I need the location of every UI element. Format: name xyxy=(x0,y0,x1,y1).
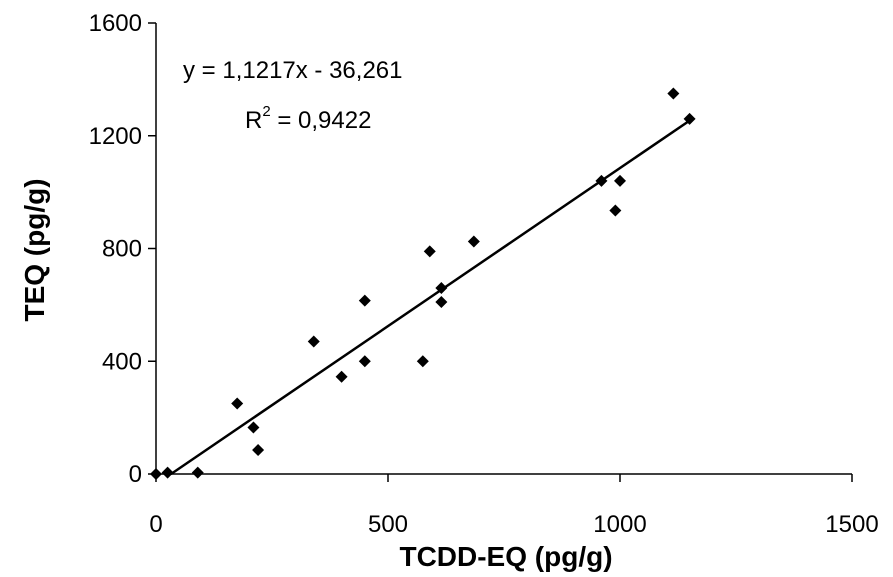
data-point-diamond xyxy=(358,294,371,307)
r-squared-label: R2 = 0,9422 xyxy=(245,103,371,134)
trendline xyxy=(170,119,691,476)
data-points xyxy=(150,87,696,480)
y-axis-title: TEQ (pg/g) xyxy=(19,178,50,321)
data-point-diamond xyxy=(683,112,696,125)
data-point-diamond xyxy=(467,235,480,248)
data-point-diamond xyxy=(667,87,680,100)
data-point-diamond xyxy=(247,421,260,434)
data-point-diamond xyxy=(416,355,429,368)
data-point-diamond xyxy=(435,296,448,309)
data-point-diamond xyxy=(358,355,371,368)
trendline-group xyxy=(170,119,691,476)
r-squared-value: = 0,9422 xyxy=(271,107,372,134)
data-point-diamond xyxy=(609,204,622,217)
data-point-diamond xyxy=(191,466,204,479)
y-ticks: 0 400 800 1200 1600 xyxy=(89,10,156,488)
data-point-diamond xyxy=(614,174,626,187)
equation-label: y = 1,1217x - 36,261 xyxy=(183,57,403,84)
x-tick-label: 1000 xyxy=(593,511,646,538)
x-ticks: 0 500 1000 1500 xyxy=(149,474,879,538)
y-tick-label: 400 xyxy=(102,348,142,375)
y-tick-label: 800 xyxy=(102,236,142,263)
x-tick-label: 0 xyxy=(149,511,162,538)
x-tick-label: 500 xyxy=(368,511,408,538)
data-point-diamond xyxy=(335,370,348,383)
data-point-diamond xyxy=(252,444,265,457)
x-axis-title: TCDD-EQ (pg/g) xyxy=(399,541,612,572)
data-point-diamond xyxy=(231,397,244,410)
r-squared-prefix: R xyxy=(245,107,262,134)
data-point-diamond xyxy=(435,281,448,294)
data-point-diamond xyxy=(161,466,174,479)
axes: 0 400 800 1200 1600 0 500 1000 1500 xyxy=(89,10,879,538)
data-point-diamond xyxy=(595,174,608,187)
y-tick-label: 1200 xyxy=(89,123,142,150)
y-tick-label: 1600 xyxy=(89,10,142,37)
data-point-diamond xyxy=(307,335,320,348)
y-tick-label: 0 xyxy=(129,461,142,488)
r-squared-superscript: 2 xyxy=(262,103,270,120)
data-point-diamond xyxy=(150,468,162,480)
data-point-diamond xyxy=(423,245,436,258)
x-tick-label: 1500 xyxy=(825,511,878,538)
